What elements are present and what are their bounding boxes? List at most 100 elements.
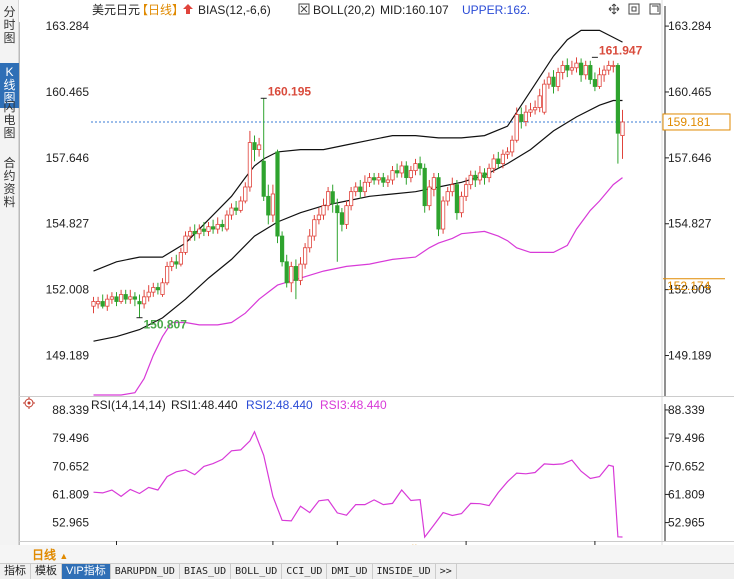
bottom-tab-7[interactable]: CCI_UD [282, 564, 328, 579]
bias-arrow-icon[interactable] [183, 4, 193, 14]
candle-body [243, 186, 248, 202]
candle-body [321, 205, 326, 216]
maximize-icon[interactable] [649, 3, 661, 15]
candle-body [615, 65, 621, 134]
candle-body [362, 181, 368, 193]
candle-body [440, 200, 446, 230]
candle-body [606, 65, 611, 71]
boll-upper-value: UPPER:162. [462, 3, 530, 17]
rsi-line [93, 430, 623, 539]
candle-body [215, 223, 220, 230]
candle-body [302, 247, 308, 265]
candle-body [371, 177, 377, 181]
candle-body [344, 205, 349, 225]
candle-body [477, 172, 483, 181]
candle-body [312, 219, 317, 237]
price-tick-label: 163.284 [668, 19, 712, 33]
rsi-tick-label: 52.965 [668, 516, 705, 530]
price-tick-label: 160.465 [668, 85, 712, 99]
candle-body [381, 177, 386, 183]
candle-body [142, 296, 147, 305]
candlesticks [91, 57, 625, 318]
bottom-tab-5[interactable]: BIAS_UD [180, 564, 232, 579]
price-axis: 163.284 163.284 160.465 160.465 157.646 157.6… [46, 6, 731, 541]
candle-body [119, 294, 124, 302]
bottom-tab-9[interactable]: INSIDE_UD [373, 564, 436, 579]
symbol-name: 美元日元 [92, 3, 140, 17]
candle-body [445, 191, 450, 202]
candle-body [404, 165, 409, 179]
candle-body [229, 207, 234, 216]
bottom-tab-2[interactable]: 模板 [31, 564, 62, 579]
rsi-tick-label-left: 88.339 [52, 403, 89, 417]
boll-toggle-icon[interactable] [298, 3, 310, 15]
candle-body [463, 184, 469, 197]
left-tab-4[interactable]: 合约资料 [3, 156, 16, 209]
candle-body [592, 79, 598, 87]
candle-body [289, 266, 294, 284]
bottom-tab-6[interactable]: BOLL_UD [231, 564, 283, 579]
candle-body [307, 235, 312, 249]
candle-body [169, 261, 174, 267]
left-tab-1[interactable]: 分时图 [3, 5, 16, 45]
price-tick-label-left: 160.465 [46, 85, 90, 99]
candle-body [588, 65, 593, 80]
candle-body [376, 177, 381, 181]
candle-body [201, 228, 206, 232]
bottom-tab-4[interactable]: BARUPDN_UD [111, 564, 180, 579]
rsi-settings-icon[interactable] [23, 397, 35, 409]
bottom-tab-8[interactable]: DMI_UD [327, 564, 373, 579]
restore-icon[interactable] [628, 3, 640, 15]
candle-body [551, 76, 556, 87]
price-tick-label-left: 163.284 [46, 19, 90, 33]
candle-body [468, 174, 473, 186]
move-icon[interactable] [608, 3, 620, 15]
candle-body [413, 163, 418, 172]
period-label: 【日线】 [136, 3, 184, 17]
candle-body [542, 83, 547, 113]
candle-body [155, 287, 160, 291]
bottom-tab-10[interactable]: >> [436, 564, 457, 579]
candle-body [206, 226, 211, 232]
indicator-tabbar: 指标 模板 VIP指标 BARUPDN_UD BIAS_UD BOLL_UD CCI_UD D… [0, 563, 734, 579]
candle-body [266, 195, 271, 216]
grid-layer [19, 0, 734, 545]
candle-body [164, 266, 170, 284]
candle-body [556, 72, 561, 87]
rsi-tick-label: 61.809 [668, 487, 705, 501]
bottom-tab-1[interactable]: 指标 [0, 564, 31, 579]
candle-body [486, 167, 492, 179]
candle-body [390, 170, 395, 181]
boll-mid-value: MID:160.107 [380, 3, 449, 17]
candle-body [220, 223, 225, 228]
candle-body [270, 193, 275, 216]
left-tab-2[interactable]: K线图 [0, 63, 19, 108]
candle-body [565, 65, 570, 71]
price-tick-label-left: 157.646 [46, 151, 90, 165]
candle-body [514, 114, 519, 141]
period-selector-button[interactable]: 日线 ▲ [22, 546, 84, 564]
left-tab-3[interactable]: 闪电图 [3, 100, 16, 140]
candle-body [602, 69, 607, 76]
candle-body [279, 235, 285, 263]
bottom-tab-3[interactable]: VIP指标 [62, 564, 111, 579]
high-price-label: 160.195 [268, 84, 312, 98]
boll-label: BOLL(20,2) [313, 3, 375, 17]
price-tick-label-left: 149.189 [46, 349, 90, 363]
candle-body [247, 142, 252, 188]
candle-body [91, 301, 96, 307]
candle-body [160, 282, 165, 295]
candle-body [325, 191, 331, 207]
rsi3-value: RSI3:48.440 [320, 398, 387, 412]
candle-body [316, 214, 322, 221]
candle-body [528, 109, 533, 113]
candle-body [450, 184, 455, 193]
candle-body [109, 296, 114, 300]
candle-body [256, 144, 262, 150]
candle-body [137, 301, 142, 305]
bottom-toolbar: 日线 ▲ 指标 模板 VIP指标 BARUPDN_UD BIAS_UD BOLL_UD CC… [0, 545, 734, 579]
price-annotations: 160.195 150.807 161.947 [136, 43, 643, 332]
candle-body [422, 167, 427, 207]
rsi-tick-label: 79.496 [668, 431, 705, 445]
candle-body [408, 170, 414, 179]
